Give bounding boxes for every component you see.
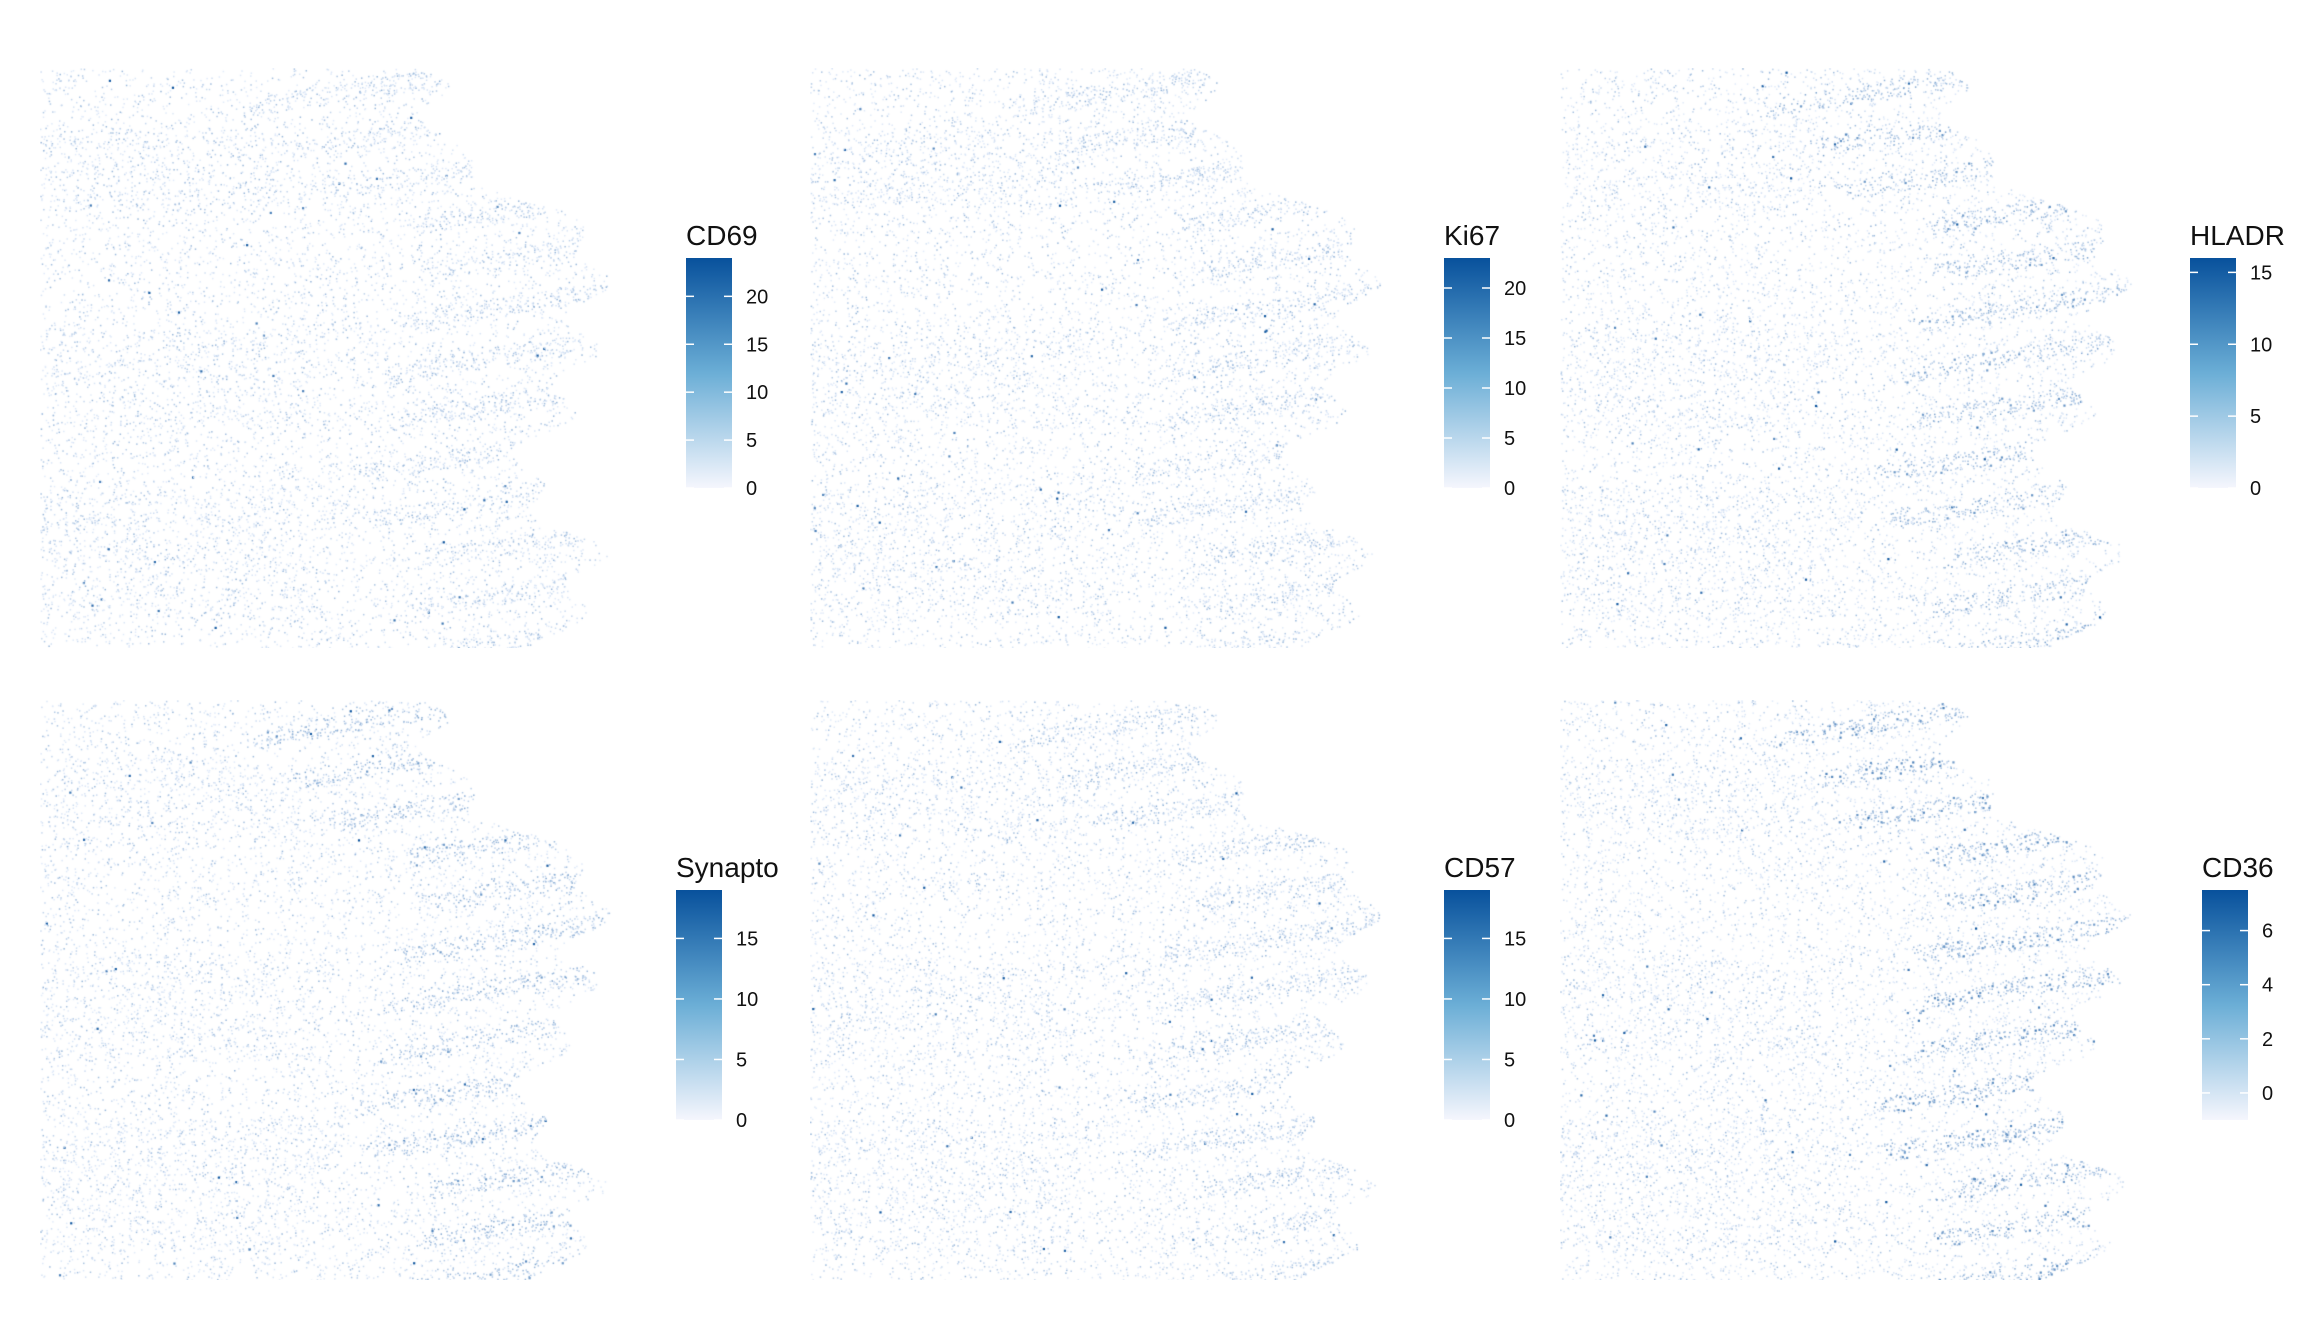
colorbar-gradient xyxy=(2190,258,2236,488)
legend-title: HLADR xyxy=(2190,220,2285,251)
tick-label: 5 xyxy=(2250,406,2261,428)
colorbar: 0 5 10 15 20 xyxy=(686,258,768,500)
colorbar: 0 5 10 15 xyxy=(1444,890,1526,1132)
tick-label: 0 xyxy=(2250,478,2261,500)
tick-label: 15 xyxy=(2250,262,2272,284)
legend-title: CD69 xyxy=(686,220,758,251)
tissue-map xyxy=(810,700,1390,1280)
tick-label: 20 xyxy=(746,286,768,308)
colorbar: 0 5 10 15 xyxy=(676,890,758,1132)
tissue-map xyxy=(1560,700,2140,1280)
tick-label: 0 xyxy=(1504,478,1515,500)
tick-label: 4 xyxy=(2262,975,2273,997)
legend-title: CD36 xyxy=(2202,852,2274,883)
colorbar-gradient xyxy=(1444,890,1490,1120)
colorbar: 0 5 10 15 20 xyxy=(1444,258,1526,500)
tissue-map xyxy=(40,68,620,648)
legend-title: CD57 xyxy=(1444,852,1516,883)
legend-title: Synapto xyxy=(676,852,779,883)
colorbar-gradient xyxy=(2202,890,2248,1120)
colorbar: 0 2 4 6 xyxy=(2202,890,2273,1120)
tick-label: 5 xyxy=(736,1049,747,1071)
tick-label: 0 xyxy=(746,478,757,500)
tick-label: 10 xyxy=(736,989,758,1011)
colorbar-gradient xyxy=(686,258,732,488)
tick-label: 20 xyxy=(1504,278,1526,300)
colorbar-gradient xyxy=(676,890,722,1120)
tissue-map xyxy=(40,700,620,1280)
tick-label: 0 xyxy=(1504,1110,1515,1132)
tick-label: 10 xyxy=(746,382,768,404)
tick-label: 15 xyxy=(736,928,758,950)
tick-label: 6 xyxy=(2262,921,2273,943)
tissue-map xyxy=(810,68,1390,648)
tick-label: 5 xyxy=(1504,428,1515,450)
tick-label: 15 xyxy=(746,334,768,356)
tick-label: 0 xyxy=(736,1110,747,1132)
tick-label: 5 xyxy=(746,430,757,452)
tick-label: 10 xyxy=(1504,989,1526,1011)
tick-label: 10 xyxy=(1504,378,1526,400)
tick-label: 10 xyxy=(2250,334,2272,356)
legend-title: Ki67 xyxy=(1444,220,1501,251)
tick-label: 15 xyxy=(1504,328,1526,350)
tick-label: 5 xyxy=(1504,1049,1515,1071)
tick-label: 0 xyxy=(2262,1083,2273,1105)
tick-label: 15 xyxy=(1504,928,1526,950)
tick-label: 2 xyxy=(2262,1029,2273,1051)
colorbar-gradient xyxy=(1444,258,1490,488)
colorbar: 0 5 10 15 xyxy=(2190,258,2272,500)
tissue-map xyxy=(1560,68,2140,648)
